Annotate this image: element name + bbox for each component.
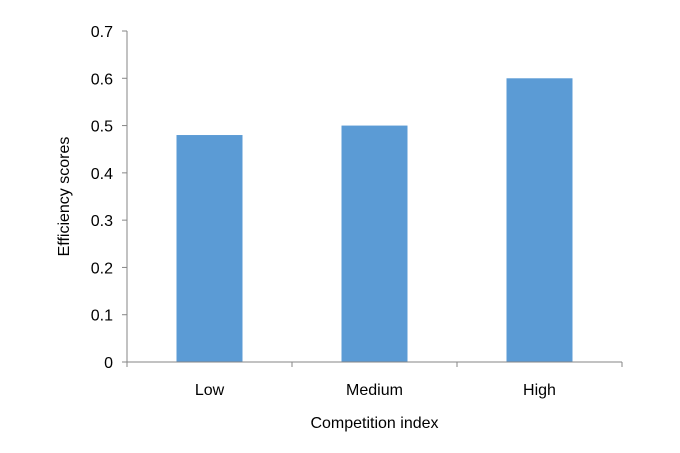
bar-medium xyxy=(341,125,408,362)
y-tick-label-0: 0 xyxy=(104,355,113,372)
y-tick-label-5: 0.5 xyxy=(91,119,113,136)
x-axis-ticks xyxy=(126,362,623,367)
y-tick-label-1: 0.1 xyxy=(91,308,113,325)
y-tick-label-4: 0.4 xyxy=(91,166,113,183)
y-tick-label-3: 0.3 xyxy=(91,213,113,230)
bars xyxy=(176,78,573,363)
bar-high xyxy=(506,78,573,363)
y-axis-title: Efficiency scores xyxy=(56,137,73,257)
x-axis-title: Competition index xyxy=(310,415,438,432)
y-axis-tick-labels: 0 0.1 0.2 0.3 0.4 0.5 0.6 0.7 xyxy=(91,24,113,372)
y-tick-label-2: 0.2 xyxy=(91,260,113,277)
x-tick-label-low: Low xyxy=(195,382,225,399)
y-tick-label-7: 0.7 xyxy=(91,24,113,41)
bar-low xyxy=(176,135,243,362)
x-tick-label-high: High xyxy=(523,382,556,399)
y-axis-ticks xyxy=(122,30,127,363)
x-tick-label-medium: Medium xyxy=(346,382,403,399)
y-tick-label-6: 0.6 xyxy=(91,71,113,88)
x-axis-tick-labels: Low Medium High xyxy=(195,382,556,399)
